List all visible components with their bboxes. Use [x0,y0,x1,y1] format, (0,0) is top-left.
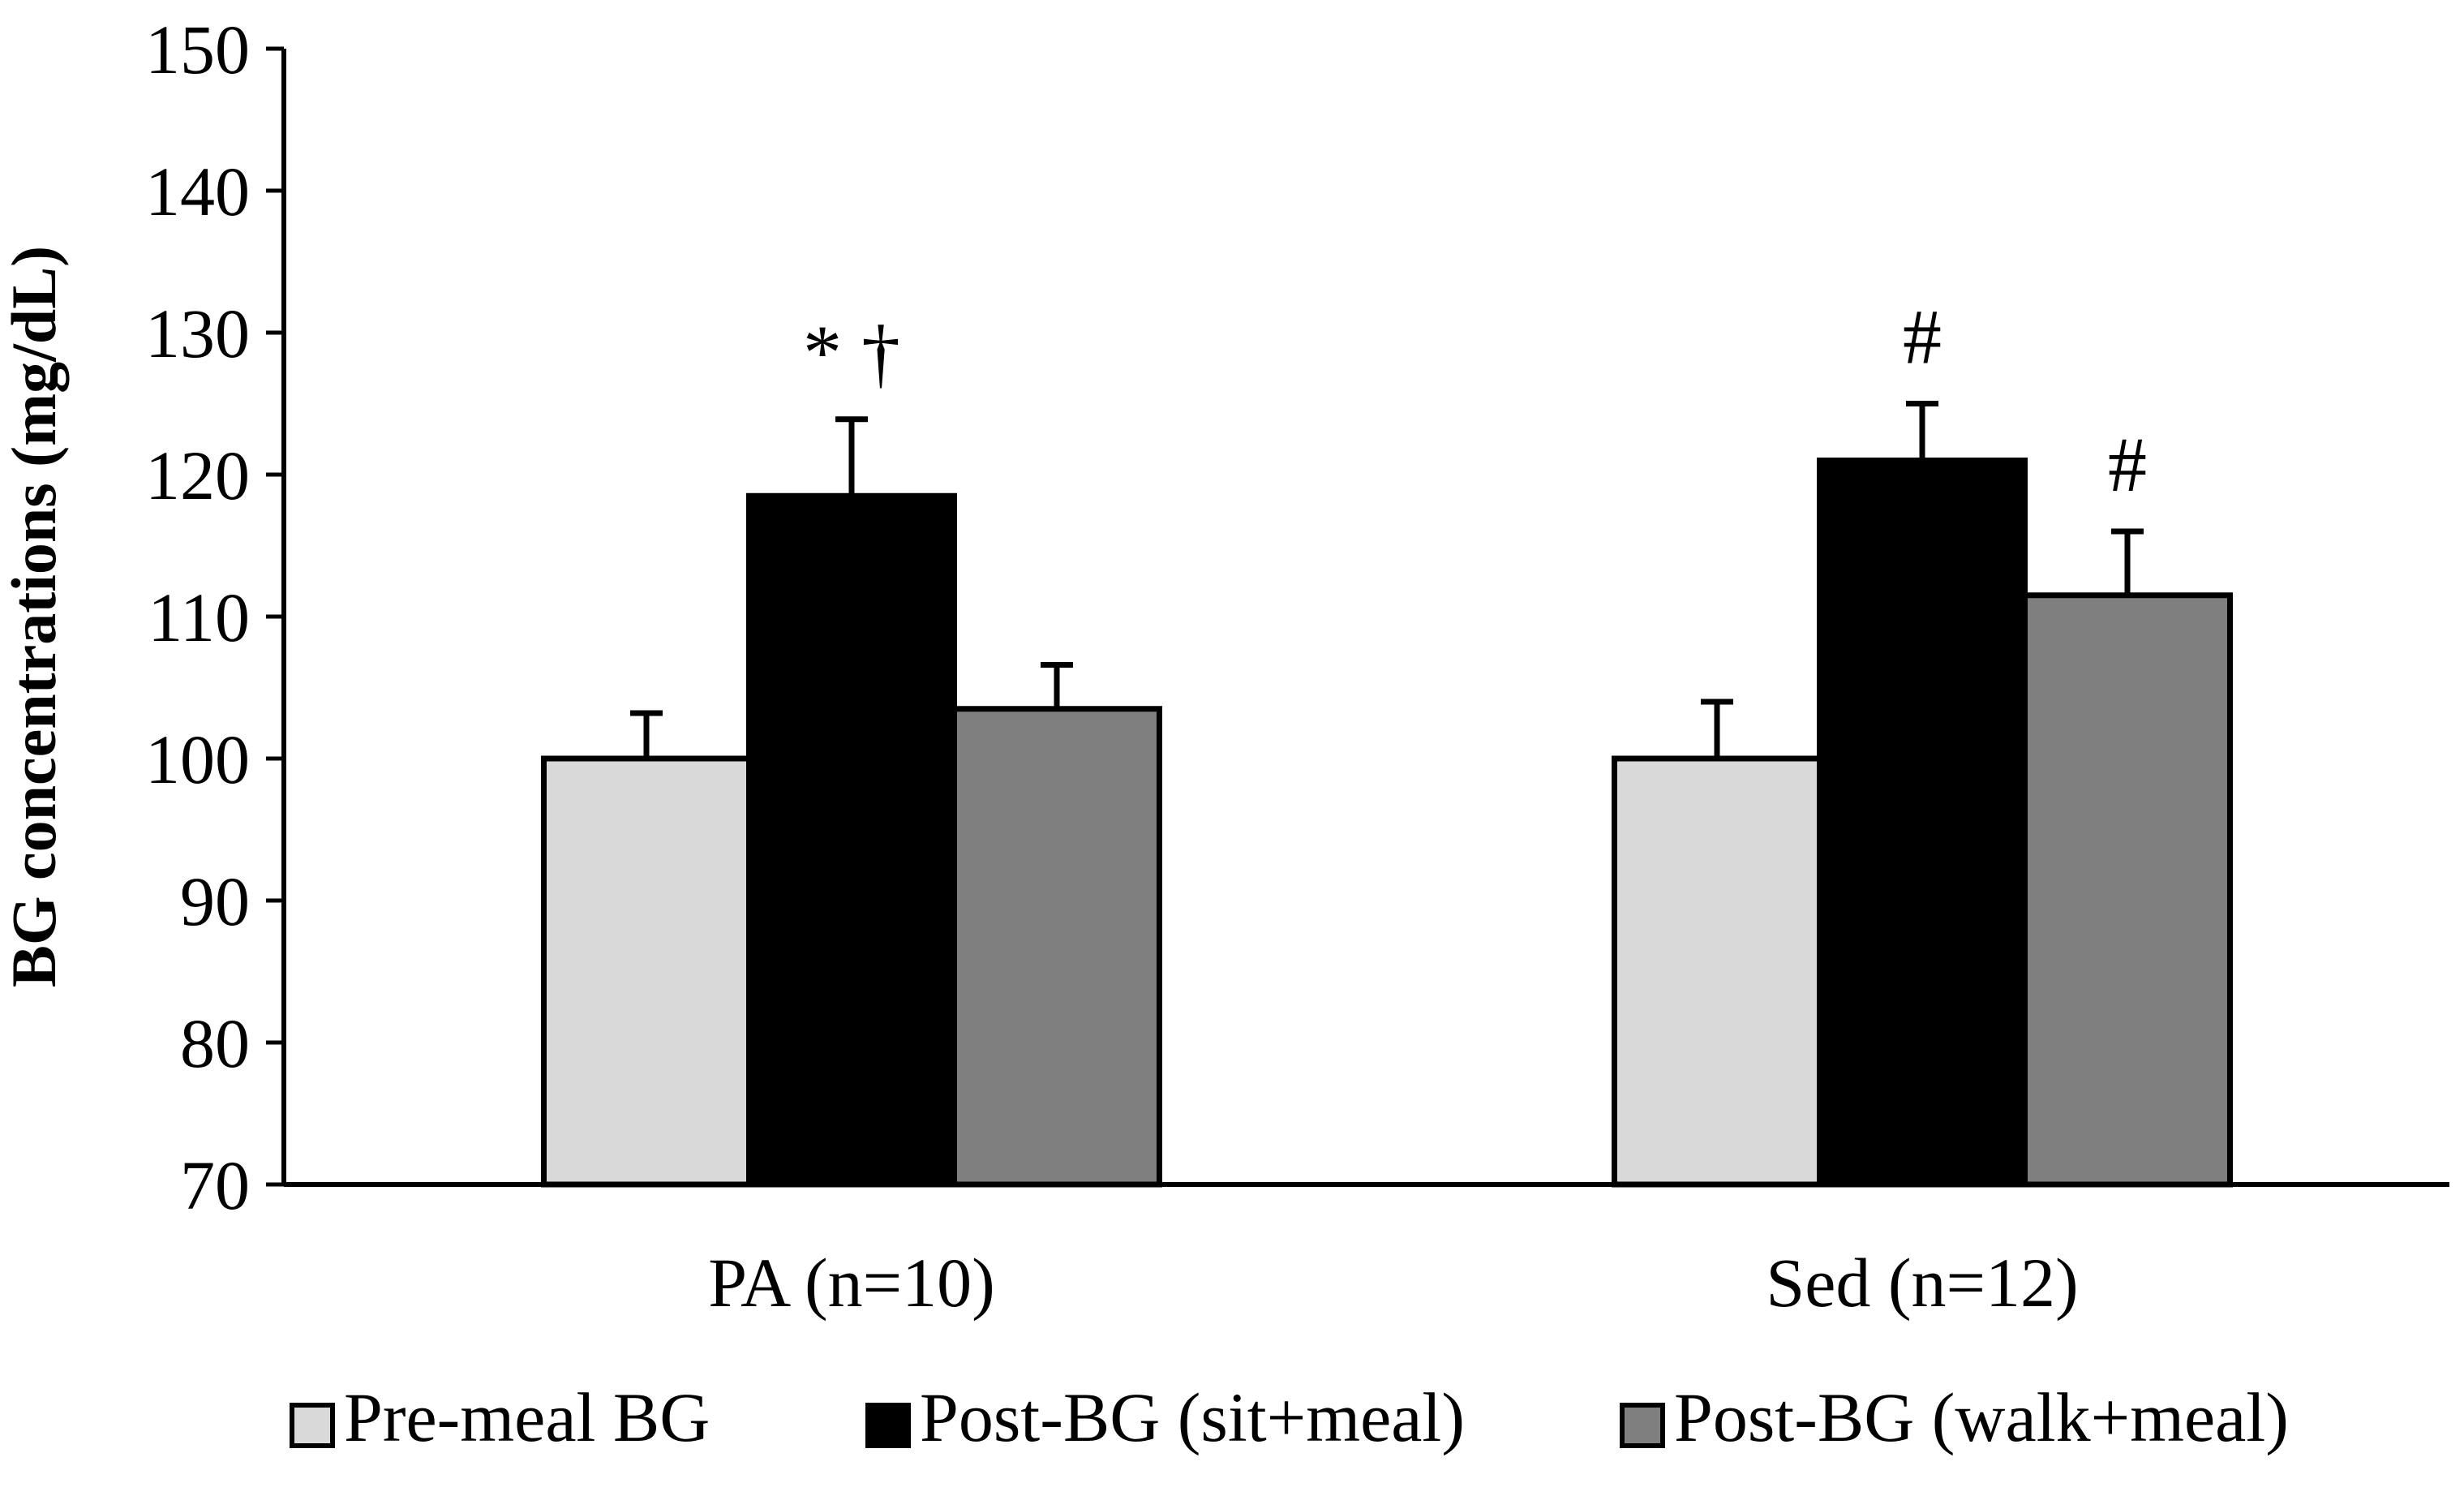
legend-swatch [1620,1403,1665,1448]
y-tick-label: 140 [145,153,250,230]
legend-label: Pre-meal BG [344,1378,710,1456]
legend-label: Post-BG (sit+meal) [920,1378,1465,1456]
legend-swatch [290,1403,335,1448]
bar [2022,592,2233,1188]
annotations: * † # # [803,294,2147,509]
x-tick-label: Sed (n=12) [1766,1244,2078,1322]
y-tick-label: 90 [180,862,250,940]
significance-annotation: # [2108,421,2147,508]
legend: Pre-meal BG Post-BG (sit+meal) Post-BG (wa… [290,1378,2289,1456]
x-axis: PA (n=10) Sed (n=12) [284,1182,2449,1322]
y-axis-title: BG concentrations (mg/dL) [0,246,69,987]
bar [1612,755,1822,1188]
y-tick-label: 130 [145,294,250,372]
bar [746,492,957,1188]
x-tick-label: PA (n=10) [708,1244,995,1322]
bar [541,755,752,1188]
y-tick-label: 70 [180,1146,250,1224]
legend-swatch [865,1403,911,1448]
y-tick-label: 120 [145,436,250,514]
significance-annotation: * † [803,309,900,396]
legend-label: Post-BG (walk+meal) [1674,1378,2289,1456]
significance-annotation: # [1903,294,1942,380]
y-tick-label: 110 [148,578,250,656]
y-tick-label: 80 [180,1004,250,1082]
y-tick-label: 150 [145,11,250,88]
y-axis: 70 80 90 100 110 120 130 140 150 [145,11,286,1224]
bar [1817,458,2028,1188]
bar [951,706,1162,1188]
bars [541,401,2233,1188]
y-tick-label: 100 [145,720,250,798]
